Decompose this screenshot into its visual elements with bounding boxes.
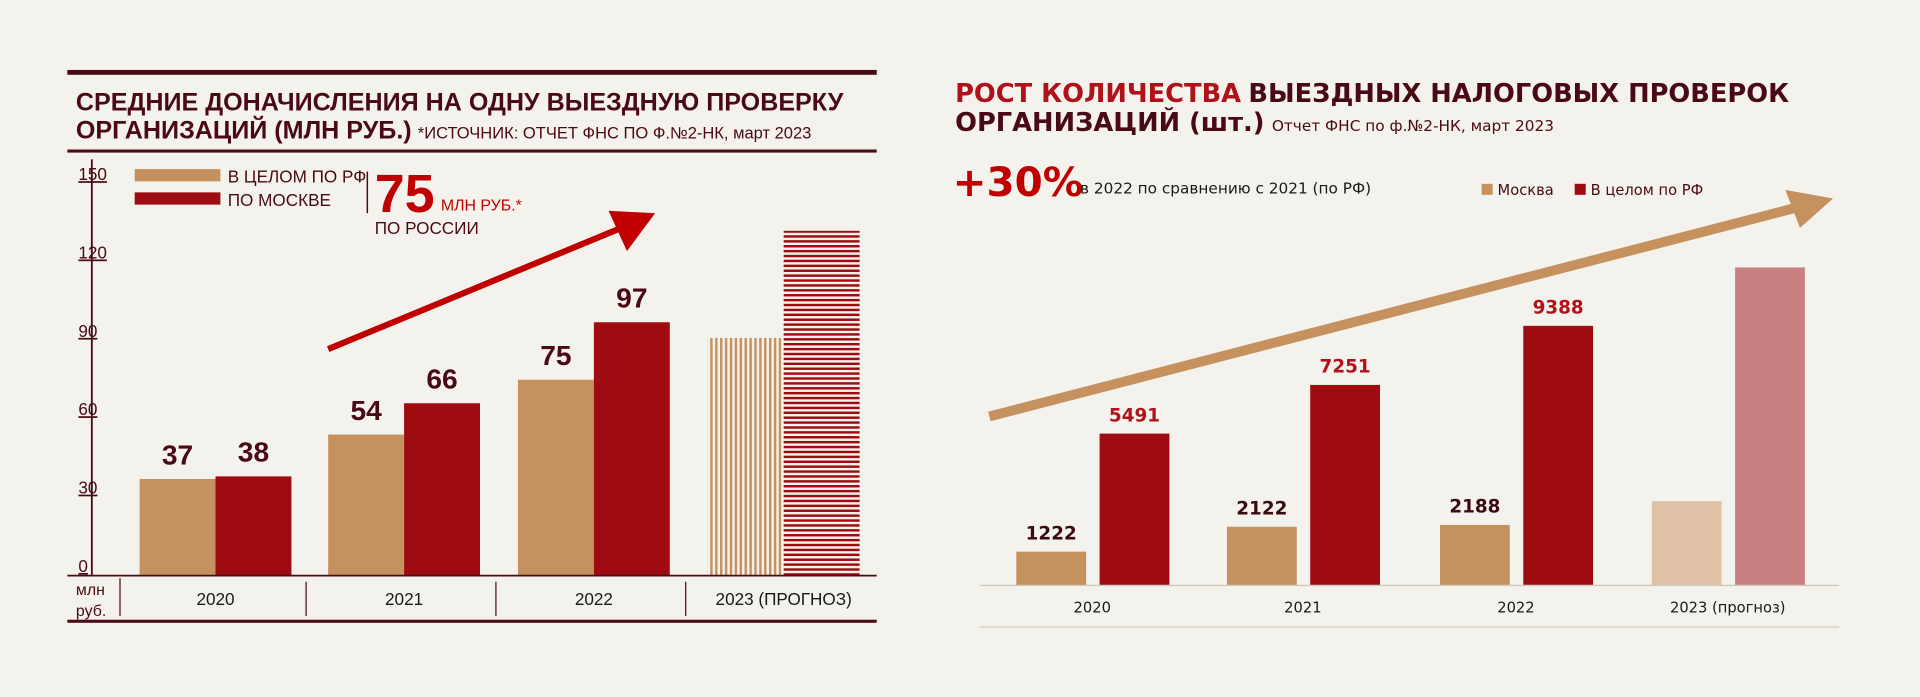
y-tick-label: 0	[78, 556, 88, 576]
bar-moscow-2022	[593, 322, 670, 576]
bar-moscow-2023 (ПРОГНОЗ)	[783, 230, 860, 576]
bar-value-label: 66	[426, 364, 457, 395]
right-chart: РОСТ КОЛИЧЕСТВА ВЫЕЗДНЫХ НАЛОГОВЫХ ПРОВЕР…	[953, 79, 1840, 628]
bar-value-label: 2122	[1236, 499, 1287, 520]
bar-rf-2020	[139, 478, 216, 576]
bar-rf-2020	[1099, 433, 1170, 586]
bar-moscow-2021	[1226, 526, 1297, 586]
bar-value-label: 9388	[1533, 298, 1584, 319]
left-title-line1: СРЕДНИЕ ДОНАЧИСЛЕНИЯ НА ОДНУ ВЫЕЗДНУЮ ПР…	[76, 88, 844, 116]
x-tick-label: 2020	[1074, 599, 1111, 616]
bar-moscow-2022	[1440, 524, 1510, 586]
legend-swatch-rf	[134, 169, 221, 182]
bar-value-label: 1222	[1026, 523, 1077, 544]
x-tick-label: 2023 (ПРОГНОЗ)	[716, 589, 852, 609]
legend-label-rf: В ЦЕЛОМ ПО РФ	[228, 167, 367, 187]
footer-rule	[67, 619, 877, 623]
bar-moscow-2021	[404, 403, 480, 576]
legend-label-moscow: Москва	[1498, 182, 1554, 199]
y-tick-label: 30	[78, 478, 97, 498]
legend-swatch-moscow	[1481, 183, 1493, 195]
x-tick-label: 2022	[1497, 599, 1534, 616]
x-tick-label: 2022	[575, 589, 613, 609]
x-tick-label: 2021	[1284, 599, 1321, 616]
bar-value-label: 7251	[1320, 357, 1371, 378]
left-title-line2: ОРГАНИЗАЦИЙ (МЛН РУБ.) *ИСТОЧНИК: ОТЧЕТ Ф…	[76, 115, 811, 145]
bar-rf-2021	[328, 434, 405, 576]
legend-swatch-moscow	[134, 192, 221, 205]
bar-value-label: 75	[540, 340, 571, 371]
left-chart: СРЕДНИЕ ДОНАЧИСЛЕНИЯ НА ОДНУ ВЫЕЗДНУЮ ПР…	[67, 69, 877, 623]
y-tick-label: 120	[78, 243, 107, 263]
bar-value-label: 38	[238, 437, 269, 468]
legend-swatch-rf	[1574, 183, 1586, 195]
y-tick-label: 90	[78, 321, 97, 341]
bar-moscow-2020	[1016, 551, 1087, 586]
unit-label-2: руб.	[76, 603, 106, 620]
bar-rf-2023 (прогноз)	[1735, 267, 1805, 586]
bar-rf-2022	[517, 379, 594, 576]
highlight-caption: ПО РОССИИ	[375, 218, 479, 238]
growth-arrow-head-icon	[608, 210, 656, 252]
right-title-line1: РОСТ КОЛИЧЕСТВА ВЫЕЗДНЫХ НАЛОГОВЫХ ПРОВЕР…	[955, 79, 1789, 109]
bottom-rule	[67, 149, 877, 153]
y-tick-label: 150	[78, 164, 107, 184]
growth-arrow-head-icon	[1785, 189, 1834, 228]
x-tick-label: 2023 (прогноз)	[1670, 599, 1786, 616]
highlight-value: 75	[375, 164, 435, 224]
bar-rf-2021	[1310, 384, 1380, 586]
y-tick-label: 60	[78, 399, 97, 419]
growth-value: +30%	[953, 158, 1084, 206]
growth-arrow-shaft	[988, 203, 1796, 422]
highlight-unit: МЛН РУБ.*	[441, 198, 522, 215]
unit-label-1: млн	[76, 582, 105, 599]
bar-value-label: 37	[162, 439, 193, 470]
bar-moscow-2020	[215, 476, 292, 576]
bar-value-label: 97	[616, 283, 647, 314]
bar-value-label: 5491	[1109, 405, 1160, 426]
bar-moscow-2023 (прогноз)	[1651, 501, 1722, 586]
growth-caption: в 2022 по сравнению с 2021 (по РФ)	[1080, 180, 1371, 198]
top-rule	[67, 69, 877, 75]
bar-value-label: 2188	[1449, 497, 1500, 518]
legend-label-rf: В целом по РФ	[1591, 182, 1704, 199]
growth-arrow-shaft	[326, 226, 620, 352]
x-tick-label: 2020	[196, 589, 234, 609]
bar-value-label: 54	[350, 395, 382, 426]
legend-label-moscow: ПО МОСКВЕ	[228, 190, 331, 210]
bar-rf-2023 (ПРОГНОЗ)	[707, 337, 782, 576]
right-title-line2: ОРГАНИЗАЦИЙ (шт.) Отчет ФНС по ф.№2-НК, м…	[955, 106, 1554, 138]
bar-rf-2022	[1523, 325, 1594, 586]
x-tick-label: 2021	[385, 589, 423, 609]
